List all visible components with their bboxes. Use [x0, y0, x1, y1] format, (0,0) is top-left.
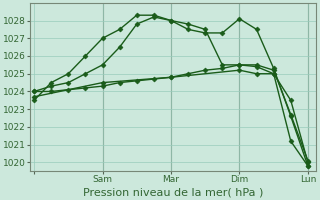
X-axis label: Pression niveau de la mer( hPa ): Pression niveau de la mer( hPa ) — [83, 187, 263, 197]
